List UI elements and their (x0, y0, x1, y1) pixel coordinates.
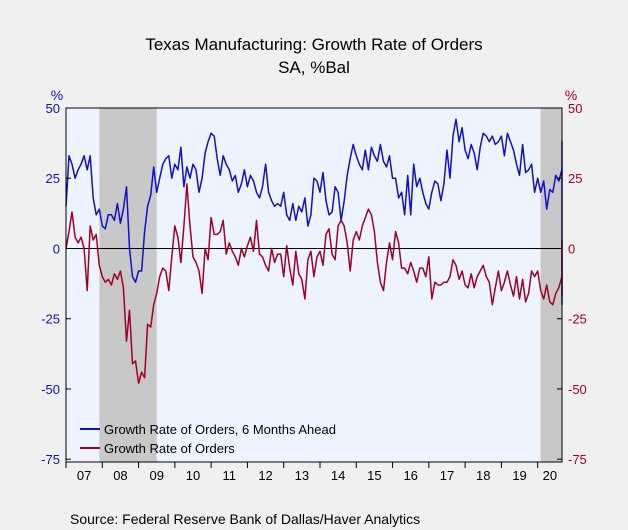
left-tick-label-4: -50 (41, 382, 60, 397)
x-tick-label-10: 17 (440, 468, 454, 483)
x-tick-label-3: 10 (186, 468, 200, 483)
right-tick-label-0: 50 (568, 101, 582, 116)
x-tick-label-11: 18 (476, 468, 490, 483)
left-tick-label-1: 25 (46, 171, 60, 186)
x-tick-label-4: 11 (223, 468, 237, 483)
left-axis: 50 25 0 -25 -50 -75 (41, 101, 71, 467)
legend-label-series1: Growth Rate of Orders, 6 Months Ahead (104, 422, 336, 437)
x-axis: 07 08 09 10 11 12 13 14 15 16 17 18 19 20 (65, 462, 557, 483)
series-line-1 (65, 118, 563, 306)
plot-area (65, 107, 563, 463)
left-tick-label-3: -25 (41, 312, 60, 327)
right-axis-unit: % (565, 87, 577, 103)
x-tick-label-13: 20 (543, 468, 557, 483)
right-tick-label-5: -75 (568, 452, 587, 467)
legend-label-series2: Growth Rate of Orders (104, 441, 235, 456)
right-tick-label-1: 25 (568, 171, 582, 186)
x-tick-label-5: 12 (258, 468, 272, 483)
x-tick-label-12: 19 (512, 468, 526, 483)
x-tick-label-7: 14 (331, 468, 345, 483)
x-tick-label-0: 07 (77, 468, 91, 483)
left-tick-label-5: -75 (41, 452, 60, 467)
right-tick-label-2: 0 (568, 241, 575, 256)
left-tick-label-0: 50 (46, 101, 60, 116)
recession-band-0 (99, 108, 157, 462)
left-axis-unit: % (51, 87, 63, 103)
right-axis: 50 25 0 -25 -50 -75 (557, 101, 587, 467)
source-note: Source: Federal Reserve Bank of Dallas/H… (70, 511, 420, 527)
right-tick-label-3: -25 (568, 312, 587, 327)
x-tick-label-1: 08 (113, 468, 127, 483)
x-tick-label-8: 15 (367, 468, 381, 483)
plot-border (65, 107, 563, 463)
left-tick-label-2: 0 (53, 241, 60, 256)
x-tick-label-6: 13 (295, 468, 309, 483)
chart-title: Texas Manufacturing: Growth Rate of Orde… (145, 35, 482, 54)
chart-subtitle: SA, %Bal (278, 58, 350, 77)
legend: Growth Rate of Orders, 6 Months Ahead Gr… (80, 422, 336, 456)
right-tick-label-4: -50 (568, 382, 587, 397)
x-tick-label-2: 09 (149, 468, 163, 483)
x-tick-label-9: 16 (403, 468, 417, 483)
recession-band-1 (540, 108, 562, 462)
